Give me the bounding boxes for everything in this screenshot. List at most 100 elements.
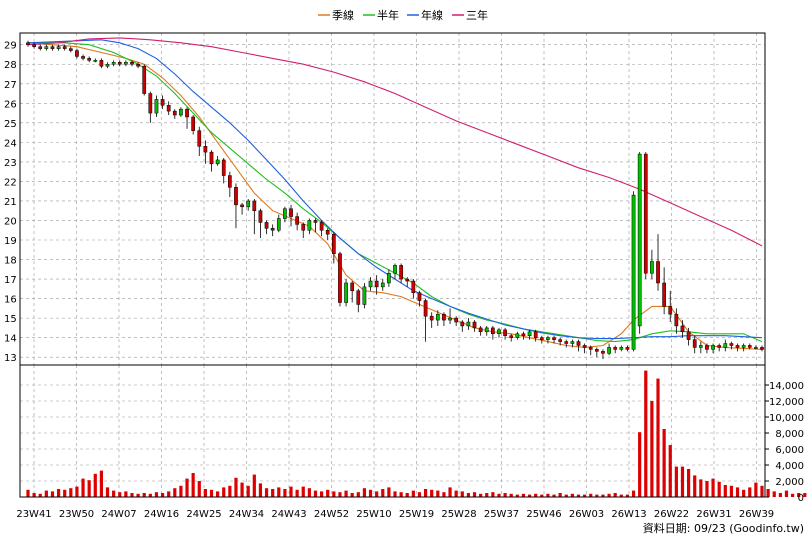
candle: [668, 290, 673, 323]
volume-bar: [668, 445, 672, 497]
candle-body: [276, 218, 281, 231]
candle-body: [307, 220, 312, 231]
candle-body: [154, 99, 159, 114]
moving-average-lines: [27, 37, 763, 350]
volume-bar: [289, 486, 293, 497]
price-y-tick-label: 24: [4, 138, 17, 149]
ma-line-0: [27, 42, 763, 350]
candle: [588, 345, 593, 356]
candle: [442, 312, 446, 326]
volume-bar: [466, 493, 470, 497]
candle-body: [643, 153, 648, 274]
volume-bar: [105, 487, 110, 497]
x-tick-label: 24W25: [186, 509, 221, 520]
candle: [203, 140, 208, 164]
volume-bar: [583, 494, 587, 497]
candle-body: [637, 153, 642, 327]
candle-body: [221, 159, 226, 176]
x-tick-label: 25W37: [484, 509, 519, 520]
candle-body: [56, 46, 61, 49]
candle-body: [662, 282, 666, 307]
ma-line-1: [28, 42, 763, 343]
candle-body: [246, 200, 251, 208]
candle: [338, 251, 342, 307]
x-tick-label: 26W22: [654, 509, 689, 520]
volume-bar: [136, 493, 140, 497]
candle-body: [38, 46, 43, 49]
candle-body: [130, 62, 134, 65]
volume-bar: [387, 487, 391, 497]
candle: [111, 60, 116, 67]
volume-bar: [552, 494, 556, 497]
volume-bar: [368, 489, 373, 497]
candle: [576, 339, 581, 352]
volume-bar: [246, 485, 250, 497]
price-y-tick-label: 20: [4, 216, 17, 227]
volume-bar: [515, 494, 519, 497]
volume-bar: [142, 493, 146, 497]
x-tick-label: 25W10: [356, 509, 391, 520]
candle-body: [393, 265, 397, 274]
candle-body: [26, 42, 30, 45]
candle: [38, 44, 43, 51]
candle-body: [234, 187, 238, 206]
candle-body: [527, 331, 532, 336]
candle: [154, 95, 159, 117]
x-tick-label: 23W41: [16, 509, 51, 520]
candle: [570, 339, 575, 348]
volume-bar: [534, 493, 538, 497]
x-tick-label: 24W43: [271, 509, 306, 520]
volume-bar: [564, 494, 568, 497]
candle-body: [32, 44, 36, 47]
candle-body: [558, 339, 562, 342]
candle: [283, 206, 287, 223]
volume-bar: [778, 493, 782, 497]
candle: [313, 218, 318, 233]
volume-bar: [81, 478, 85, 497]
volume-bar: [209, 489, 214, 497]
volume-bar: [160, 493, 165, 497]
volume-bar: [264, 488, 269, 497]
candle: [552, 335, 556, 344]
x-tick-label: 23W50: [59, 509, 94, 520]
x-axis-ticks: 23W41 23W50 24W07 24W16 24W25 24W34 24W43 24W52…: [16, 509, 774, 520]
volume-bar: [301, 486, 305, 497]
x-tick-label: 25W28: [441, 509, 476, 520]
candle-body: [656, 261, 660, 284]
candle: [325, 228, 330, 241]
candle: [264, 220, 269, 235]
price-y-tick-label: 14: [4, 334, 17, 345]
volume-bar: [338, 492, 342, 497]
candle-body: [417, 292, 422, 301]
candle: [472, 320, 477, 332]
volume-bar: [576, 494, 581, 497]
candle-body: [698, 345, 703, 348]
x-tick-label: 24W16: [144, 509, 179, 520]
candle: [680, 320, 685, 338]
volume-bar: [742, 489, 746, 497]
candle: [68, 46, 73, 53]
volume-bar: [69, 488, 73, 497]
candle-body: [93, 60, 98, 62]
volume-bar: [197, 481, 201, 497]
candle: [558, 337, 562, 346]
volume-bar: [307, 488, 311, 497]
volume-bar: [644, 370, 648, 497]
candle-body: [625, 347, 630, 350]
volume-bar: [87, 480, 91, 497]
volume-bar: [680, 466, 685, 497]
candle: [344, 279, 348, 307]
candle-body: [283, 208, 287, 219]
volume-bar: [674, 466, 678, 497]
candle-body: [362, 286, 367, 305]
candle: [411, 279, 416, 299]
candle-body: [350, 282, 355, 292]
candle-body: [179, 108, 183, 116]
candle-body: [576, 341, 581, 346]
candle-body: [399, 265, 403, 280]
candle: [686, 327, 691, 346]
volume-bar: [38, 493, 42, 497]
candle: [32, 42, 36, 49]
candle: [240, 202, 244, 215]
volume-bar: [729, 485, 734, 497]
